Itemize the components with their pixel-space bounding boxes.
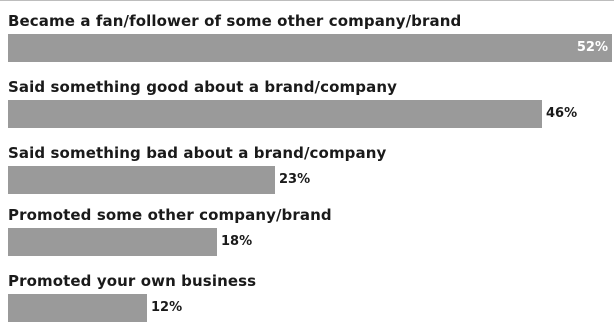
top-rule — [0, 0, 614, 1]
bar-row: Said something good about a brand/compan… — [0, 78, 614, 140]
bar-row: Promoted your own business 12% — [0, 272, 614, 334]
category-label: Said something bad about a brand/company — [8, 144, 387, 162]
bar-row: Became a fan/follower of some other comp… — [0, 12, 614, 74]
category-label: Promoted your own business — [8, 272, 257, 290]
bar — [8, 34, 612, 62]
value-label: 52% — [576, 40, 608, 55]
bar-row: Said something bad about a brand/company… — [0, 144, 614, 206]
category-label: Promoted some other company/brand — [8, 206, 332, 224]
category-label: Became a fan/follower of some other comp… — [8, 12, 462, 30]
bar-row: Promoted some other company/brand 18% — [0, 206, 614, 268]
category-label: Said something good about a brand/compan… — [8, 78, 397, 96]
bar — [8, 294, 147, 322]
bar — [8, 100, 542, 128]
bar — [8, 228, 217, 256]
value-label: 18% — [221, 234, 253, 249]
value-label: 12% — [151, 300, 183, 315]
bar-chart: Became a fan/follower of some other comp… — [0, 0, 614, 322]
value-label: 46% — [546, 106, 578, 121]
value-label: 23% — [279, 172, 311, 187]
bar — [8, 166, 275, 194]
